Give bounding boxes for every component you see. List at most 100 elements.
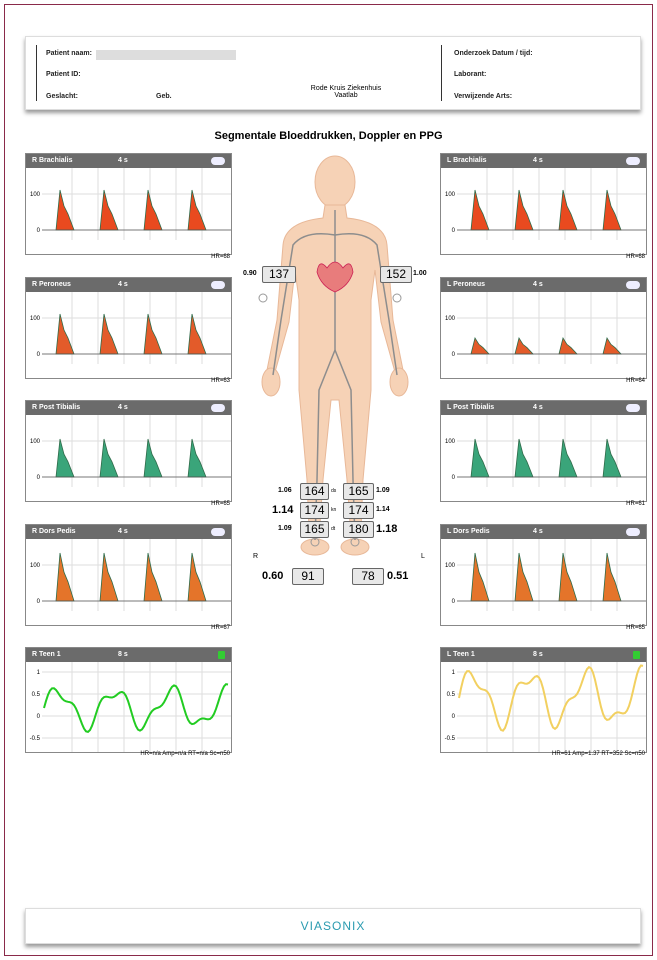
- divider: [441, 45, 442, 101]
- spectral-pulse: [515, 190, 533, 230]
- label: Patient naam:: [46, 50, 92, 57]
- status-icon: [633, 651, 640, 659]
- spectral-pulse: [515, 553, 533, 601]
- spectral-pulse: [144, 553, 162, 601]
- hospital: Rode Kruis ZiekenhuisVaatlab: [296, 85, 396, 99]
- y-tick-label: 0: [37, 228, 41, 234]
- brand: VIASONIX: [26, 919, 640, 933]
- panel-header: L Teen 1 8 s: [441, 648, 646, 662]
- side: L: [421, 553, 425, 560]
- y-tick-label: 0: [37, 714, 41, 720]
- panel-footer: HR=61 Amp=1.37 RT=352 Sc=n50: [440, 751, 645, 757]
- panel-time: 4 s: [533, 157, 543, 164]
- spectral-pulse: [603, 190, 621, 230]
- spectral-pulse: [603, 439, 621, 477]
- label: Onderzoek Datum / tijd:: [454, 50, 533, 57]
- panel-footer: HR=68: [25, 254, 230, 260]
- index: 1.18: [376, 523, 397, 535]
- spectral-pulse: [515, 338, 533, 354]
- panel-time: 4 s: [118, 528, 128, 535]
- panel-title: L Teen 1: [447, 651, 475, 658]
- footer-box: VIASONIX: [25, 908, 641, 944]
- panel-time: 8 s: [533, 651, 543, 658]
- panel-footer: HR=64: [440, 378, 645, 384]
- y-tick-label: 100: [445, 439, 456, 445]
- body-figure: [235, 150, 435, 590]
- panel-time: 8 s: [118, 651, 128, 658]
- panel-header: L Brachialis4 s: [441, 154, 646, 168]
- pressure-box: 137: [262, 266, 296, 283]
- spectral-pulse: [144, 314, 162, 354]
- waveform-panel: R Dors Pedis 4 s 1000: [25, 524, 232, 626]
- waveform-panel: L Teen 18 s10.50-0.5: [440, 647, 647, 753]
- spectral-pulse: [515, 439, 533, 477]
- settings-icon: [211, 157, 225, 165]
- settings-icon: [211, 528, 225, 536]
- y-tick-label: 100: [445, 192, 456, 198]
- y-tick-label: 0: [452, 352, 456, 358]
- waveform-panel: L Brachialis4 s1000: [440, 153, 647, 255]
- panel-footer: HR=61: [440, 501, 645, 507]
- y-tick-label: 0.5: [32, 692, 41, 698]
- waveform: 10.50-0.5: [441, 662, 646, 752]
- waveform-panel: R Peroneus 4 s 1000: [25, 277, 232, 379]
- header-box: Patient naam: Patient ID: Geslacht: Geb.…: [25, 36, 641, 110]
- index: 1.14: [272, 504, 293, 516]
- spectral-pulse: [471, 553, 489, 601]
- waveform: 100 0: [441, 292, 646, 364]
- settings-icon: [626, 528, 640, 536]
- index: 1.14: [376, 506, 390, 513]
- y-tick-label: -0.5: [445, 736, 456, 742]
- pressure-box: 180: [343, 521, 374, 538]
- pressure-box: 165: [300, 521, 329, 538]
- spectral-pulse: [100, 190, 118, 230]
- index: 0.51: [387, 570, 408, 582]
- panel-title: R Peroneus: [32, 281, 71, 288]
- settings-icon: [626, 404, 640, 412]
- waveform-panel: L Post Tibialis4 s1000: [440, 400, 647, 502]
- y-tick-label: 0: [37, 352, 41, 358]
- panel-footer: HR=65: [25, 501, 230, 507]
- panel-title: R Brachialis: [32, 157, 72, 164]
- label: Patient ID:: [46, 71, 81, 78]
- panel-footer: HR=63: [25, 378, 230, 384]
- panel-time: 4 s: [533, 528, 543, 535]
- panel-header: L Dors Pedis4 s: [441, 525, 646, 539]
- label: Geb.: [156, 93, 172, 100]
- y-tick-label: 0: [452, 714, 456, 720]
- page: Patient naam: Patient ID: Geslacht: Geb.…: [0, 0, 657, 960]
- panel-title: R Dors Pedis: [32, 528, 76, 535]
- report-title: Segmentale Bloeddrukken, Doppler en PPG: [0, 130, 657, 142]
- spectral-pulse: [559, 439, 577, 477]
- y-tick-label: 0: [37, 475, 41, 481]
- y-tick-label: 100: [445, 316, 456, 322]
- index: 1.06: [278, 487, 292, 494]
- panel-time: 4 s: [118, 281, 128, 288]
- index: 1.09: [376, 487, 390, 494]
- site: dt: [331, 526, 335, 532]
- spectral-pulse: [188, 190, 206, 230]
- panel-footer: HR=67: [25, 625, 230, 631]
- settings-icon: [626, 281, 640, 289]
- spectral-pulse: [188, 314, 206, 354]
- panel-header: R Post Tibialis4 s: [26, 401, 231, 415]
- site: ds: [331, 488, 336, 494]
- panel-footer: HR=68: [440, 254, 645, 260]
- pressure-box: 165: [343, 483, 374, 500]
- y-tick-label: 100: [30, 563, 41, 569]
- panel-header: L Post Tibialis4 s: [441, 401, 646, 415]
- spectral-pulse: [56, 314, 74, 354]
- divider: [36, 45, 37, 101]
- pressure-box: 152: [380, 266, 412, 283]
- spectral-pulse: [56, 553, 74, 601]
- side: R: [253, 553, 258, 560]
- settings-icon: [211, 404, 225, 412]
- waveform: 1000: [26, 292, 231, 364]
